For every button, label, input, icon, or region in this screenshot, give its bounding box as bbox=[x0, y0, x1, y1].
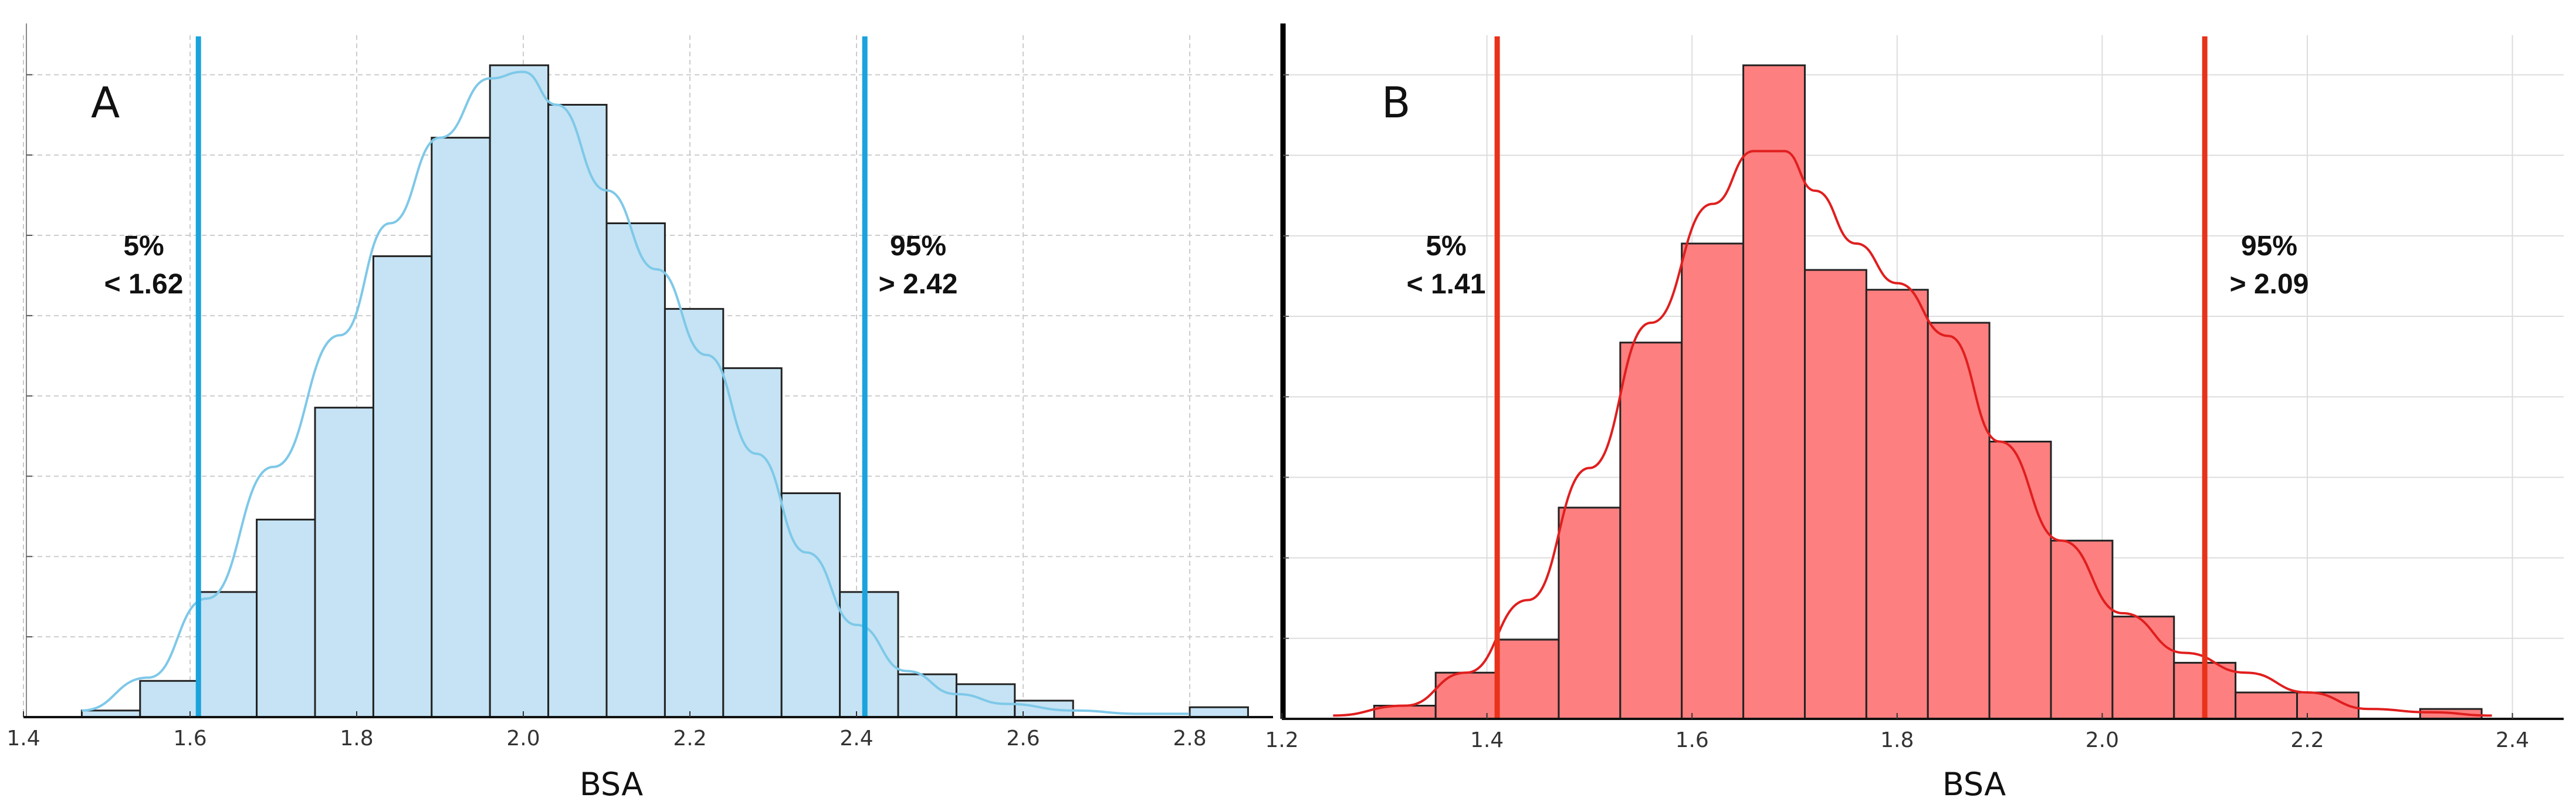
histogram-bar bbox=[547, 104, 608, 718]
histogram-bar bbox=[1865, 289, 1929, 720]
histogram-bar bbox=[2235, 691, 2299, 720]
panel-a: 5% < 1.62 95% > 2.42 1.4 1.6 1.8 2.0 2.2 2.4 2.6 2.… bbox=[6, 23, 1273, 803]
histogram-bar bbox=[780, 492, 841, 718]
histogram-bar bbox=[722, 367, 783, 718]
percentile-value-label: > 2.42 bbox=[879, 269, 958, 300]
x-axis-title: BSA bbox=[1942, 766, 2006, 803]
histogram-bar bbox=[372, 255, 433, 718]
percentile-pct-label: 5% bbox=[123, 231, 164, 262]
histogram-bar bbox=[1927, 322, 1991, 720]
kde-curve bbox=[82, 70, 1190, 715]
histogram-bar bbox=[1496, 638, 1560, 720]
kde-curve bbox=[1333, 150, 2492, 717]
x-tick-label: 2.2 bbox=[2290, 728, 2324, 752]
gridlines bbox=[23, 35, 1273, 717]
x-tick-label: 2.6 bbox=[1006, 726, 1040, 751]
histogram-bar bbox=[1803, 269, 1867, 720]
histogram-bar bbox=[1619, 342, 1683, 720]
panel-letter: B bbox=[1382, 78, 1410, 127]
x-tick-label: 2.4 bbox=[2496, 728, 2529, 752]
histogram-bars bbox=[1373, 64, 2483, 720]
x-tick-label: 2.8 bbox=[1173, 726, 1206, 751]
histogram-bar bbox=[1014, 700, 1074, 718]
x-tick-label: 1.6 bbox=[1675, 728, 1709, 752]
histogram-bar bbox=[605, 222, 666, 718]
percentile-value-label: > 2.09 bbox=[2230, 269, 2309, 300]
histogram-bar bbox=[197, 591, 258, 718]
histogram-bar bbox=[256, 518, 316, 718]
histogram-bar bbox=[1681, 242, 1745, 720]
histogram-bar bbox=[839, 591, 899, 718]
x-tick-label: 1.6 bbox=[173, 726, 207, 751]
x-tick-label: 1.8 bbox=[1880, 728, 1914, 752]
x-tick-label: 2.4 bbox=[840, 726, 873, 751]
panel-b: 5% < 1.41 95% > 2.09 1.2 1.4 1.6 1.8 2.0 2.2 2.4 BS… bbox=[1265, 23, 2564, 803]
histogram-bar bbox=[1742, 64, 1806, 720]
histogram-bar bbox=[1558, 506, 1622, 720]
histogram-bar bbox=[664, 307, 725, 718]
histogram-bar bbox=[897, 673, 957, 718]
percentile-pct-label: 95% bbox=[2241, 231, 2297, 262]
x-tick-label: 1.4 bbox=[6, 726, 40, 751]
x-tick-label: 2.2 bbox=[673, 726, 706, 751]
x-axis-title: BSA bbox=[580, 766, 643, 803]
percentile-value-label: < 1.41 bbox=[1407, 269, 1486, 300]
percentile-pct-label: 5% bbox=[1426, 231, 1466, 262]
histogram-bars bbox=[80, 64, 1249, 718]
x-tick-label: 2.0 bbox=[506, 726, 540, 751]
histogram-bar bbox=[2111, 616, 2175, 720]
histogram-bar bbox=[431, 137, 491, 718]
x-tick-label: 1.4 bbox=[1470, 728, 1504, 752]
x-tick-label: 2.0 bbox=[2086, 728, 2119, 752]
percentile-pct-label: 95% bbox=[890, 231, 946, 262]
histogram-bar bbox=[1189, 706, 1249, 718]
x-tick-label: 1.2 bbox=[1265, 728, 1298, 752]
histogram-bar bbox=[314, 407, 374, 718]
x-tick-label: 1.8 bbox=[340, 726, 373, 751]
histogram-bar bbox=[489, 64, 550, 718]
percentile-value-label: < 1.62 bbox=[104, 269, 184, 300]
histogram-bar bbox=[2050, 539, 2114, 720]
panel-letter: A bbox=[91, 78, 120, 127]
histogram-bar bbox=[1988, 441, 2052, 720]
